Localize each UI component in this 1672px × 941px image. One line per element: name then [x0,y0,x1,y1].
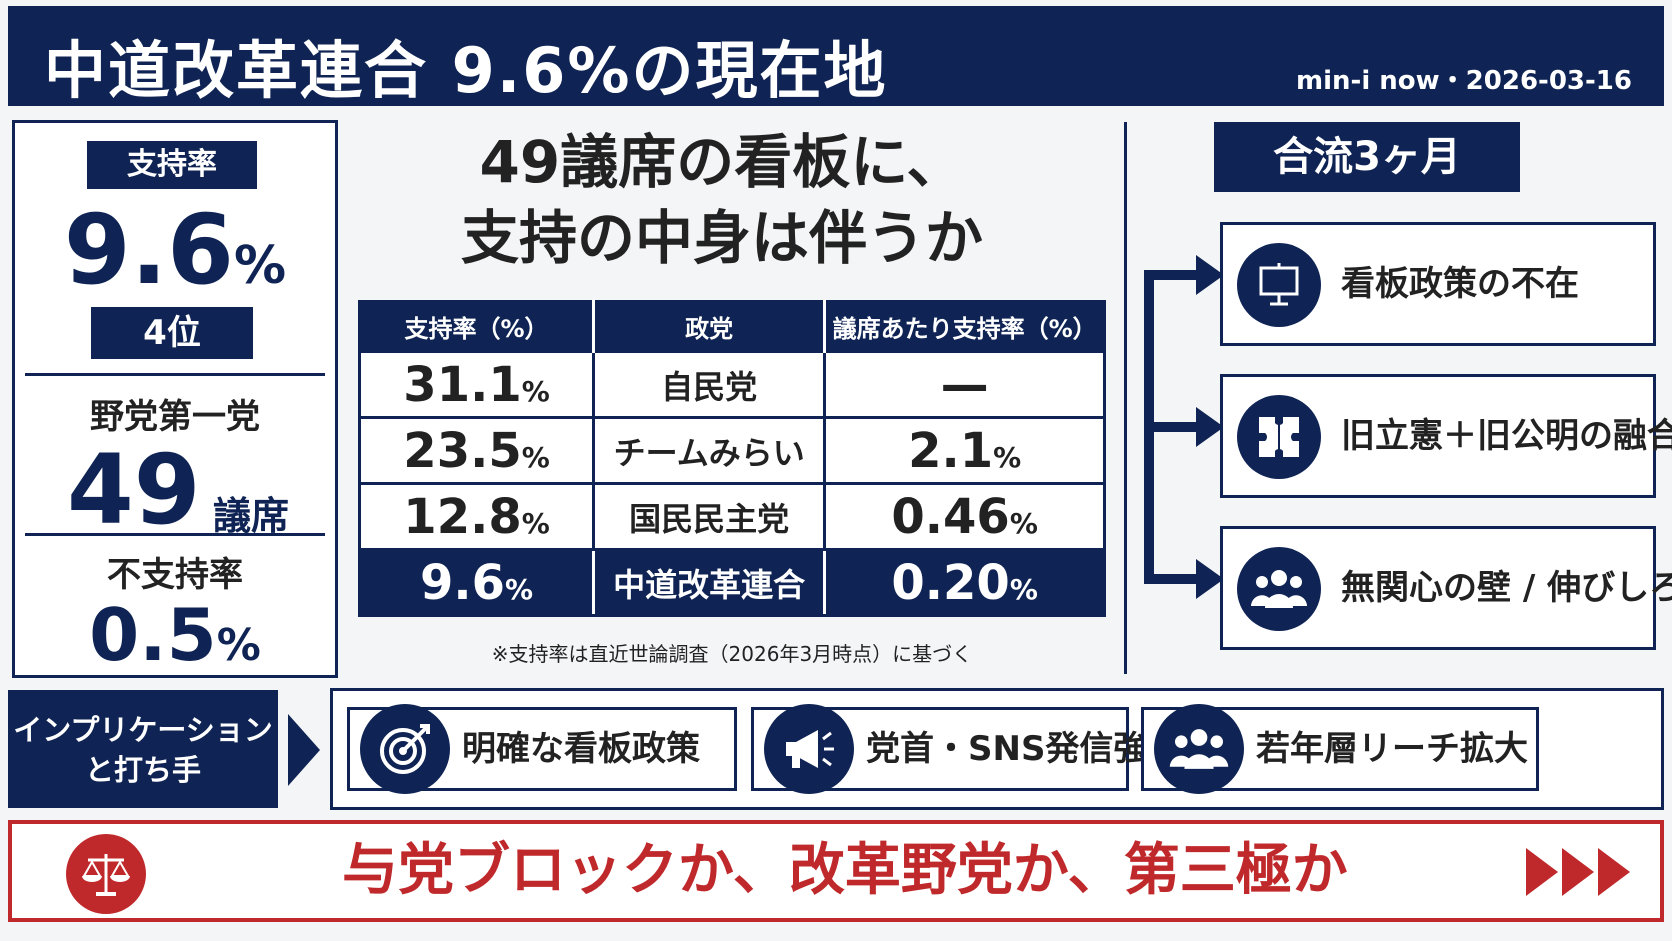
action-label: 党首・SNS発信強化 [866,729,1182,769]
seats-unit: 議席 [213,494,290,538]
per-seat-unit: % [1009,506,1038,540]
people-group-icon [1154,704,1244,794]
cell-rate: 23.5% [357,416,596,485]
action-card-youth: 若年層リーチ拡大 [1141,704,1539,794]
action-label: 若年層リーチ拡大 [1256,729,1528,769]
puzzle-icon [1237,395,1321,479]
headline-line-2: 支持の中身は伴うか [460,204,983,272]
issue-card-policy: 看板政策の不在 [1220,222,1656,346]
issue-label: 無関心の壁 / 伸びしろ [1341,568,1672,608]
action-label: 明確な看板政策 [462,729,700,769]
table-footnote: ※支持率は直近世論調査（2026年3月時点）に基づく [491,642,973,666]
play-icon [1526,848,1558,896]
table-row: 12.8% 国民民主党 0.46% [357,482,1106,551]
disapproval-value: 0.5% [15,595,335,686]
chevron-right-icon [288,714,320,786]
vertical-divider [1124,122,1127,674]
center-headline: 49議席の看板に、 支持の中身は伴うか [352,124,1092,276]
rank-tag: 4位 [91,307,253,359]
headline-line-1: 49議席の看板に、 [479,128,965,196]
branch-connector [1144,574,1204,584]
conclusion-banner: 与党ブロックか、改革野党か、第三極か [8,820,1664,922]
action-card-sns: 党首・SNS発信強化 [751,704,1181,794]
rate-value: 12.8 [403,488,522,545]
rate-unit: % [521,374,550,408]
divider [25,373,325,376]
page-title: 中道改革連合 9.6%の現在地 [44,34,888,107]
play-icon [1562,848,1594,896]
cell-party: 中道改革連合 [592,548,827,617]
merger-period-tag: 合流3ヶ月 [1214,122,1520,192]
col-header-party: 政党 [593,301,827,352]
source-date: min-i now・2026-03-16 [1296,66,1632,96]
issue-card-apathy: 無関心の壁 / 伸びしろ [1220,526,1672,650]
support-table: 支持率（%） 政党 議席あたり支持率（%） 31.1% 自民党 — 23.5% … [357,300,1106,617]
implications-tag-line-2: と打ち手 [84,753,201,787]
target-icon [360,704,450,794]
table-row: 31.1% 自民党 — [357,350,1106,419]
play-icon [1598,848,1630,896]
disapproval-label: 不支持率 [107,555,243,595]
rate-unit: % [505,572,534,606]
cell-rate: 9.6% [357,548,596,617]
per-seat-unit: % [993,440,1022,474]
cell-per-seat: 2.1% [823,416,1106,485]
per-seat-unit: % [1009,572,1038,606]
cell-party: 国民民主党 [592,482,827,551]
implications-tag-line-1: インプリケーション [13,713,273,747]
implications-tag: インプリケーション と打ち手 [8,690,278,808]
support-rate-number: 9.6 [63,194,234,306]
per-seat-value: — [940,356,989,413]
people-group-icon [1237,547,1321,631]
disapproval-number: 0.5 [89,593,217,677]
implications-panel: 明確な看板政策 党首・SNS発信強化 若年層リーチ拡大 [330,688,1664,810]
per-seat-value: 0.46 [891,488,1010,545]
issue-label: 看板政策の不在 [1341,264,1579,304]
cell-rate: 31.1% [357,350,596,419]
cell-party: 自民党 [592,350,827,419]
megaphone-icon [764,704,854,794]
branch-connector [1144,422,1204,432]
opposition-label: 野党第一党 [90,397,260,437]
arrow-icon [1196,559,1224,599]
per-seat-value: 0.20 [891,554,1010,611]
col-header-per-seat: 議席あたり支持率（%） [824,301,1105,352]
disapproval-unit: % [216,620,261,671]
cell-per-seat: — [823,350,1106,419]
table-row: 23.5% チームみらい 2.1% [357,416,1106,485]
rate-value: 9.6 [420,554,506,611]
action-card-policy: 明確な看板政策 [347,704,737,794]
stats-panel: 支持率 9.6% 4位 野党第一党 49 議席 不支持率 0.5% [12,120,338,678]
support-rate-value: 9.6% [15,195,335,321]
header-bar: 中道改革連合 9.6%の現在地 min-i now・2026-03-16 [8,6,1664,107]
presentation-board-icon [1237,243,1321,327]
col-header-rate: 支持率（%） [359,301,596,352]
issue-card-merger: 旧立憲＋旧公明の融合 [1220,374,1672,498]
cell-rate: 12.8% [357,482,596,551]
support-rate-unit: % [233,236,287,296]
cell-per-seat: 0.46% [823,482,1106,551]
per-seat-value: 2.1 [908,422,994,479]
rate-value: 31.1 [403,356,522,413]
rate-value: 23.5 [403,422,522,479]
triple-arrow-icon [1526,848,1630,896]
arrow-icon [1196,255,1224,295]
cell-party: チームみらい [592,416,827,485]
table-row-highlight: 9.6% 中道改革連合 0.20% [357,548,1106,617]
divider [25,533,325,536]
seats-value: 49 [67,434,201,546]
branch-connector [1144,270,1204,280]
table-header-row: 支持率（%） 政党 議席あたり支持率（%） [359,301,1105,352]
arrow-icon [1196,407,1224,447]
support-rate-tag: 支持率 [87,141,257,189]
scales-icon [66,834,146,914]
conclusion-text: 与党ブロックか、改革野党か、第三極か [342,838,1348,903]
rate-unit: % [521,440,550,474]
issue-label: 旧立憲＋旧公明の融合 [1341,416,1672,456]
rate-unit: % [521,506,550,540]
cell-per-seat: 0.20% [823,548,1106,617]
